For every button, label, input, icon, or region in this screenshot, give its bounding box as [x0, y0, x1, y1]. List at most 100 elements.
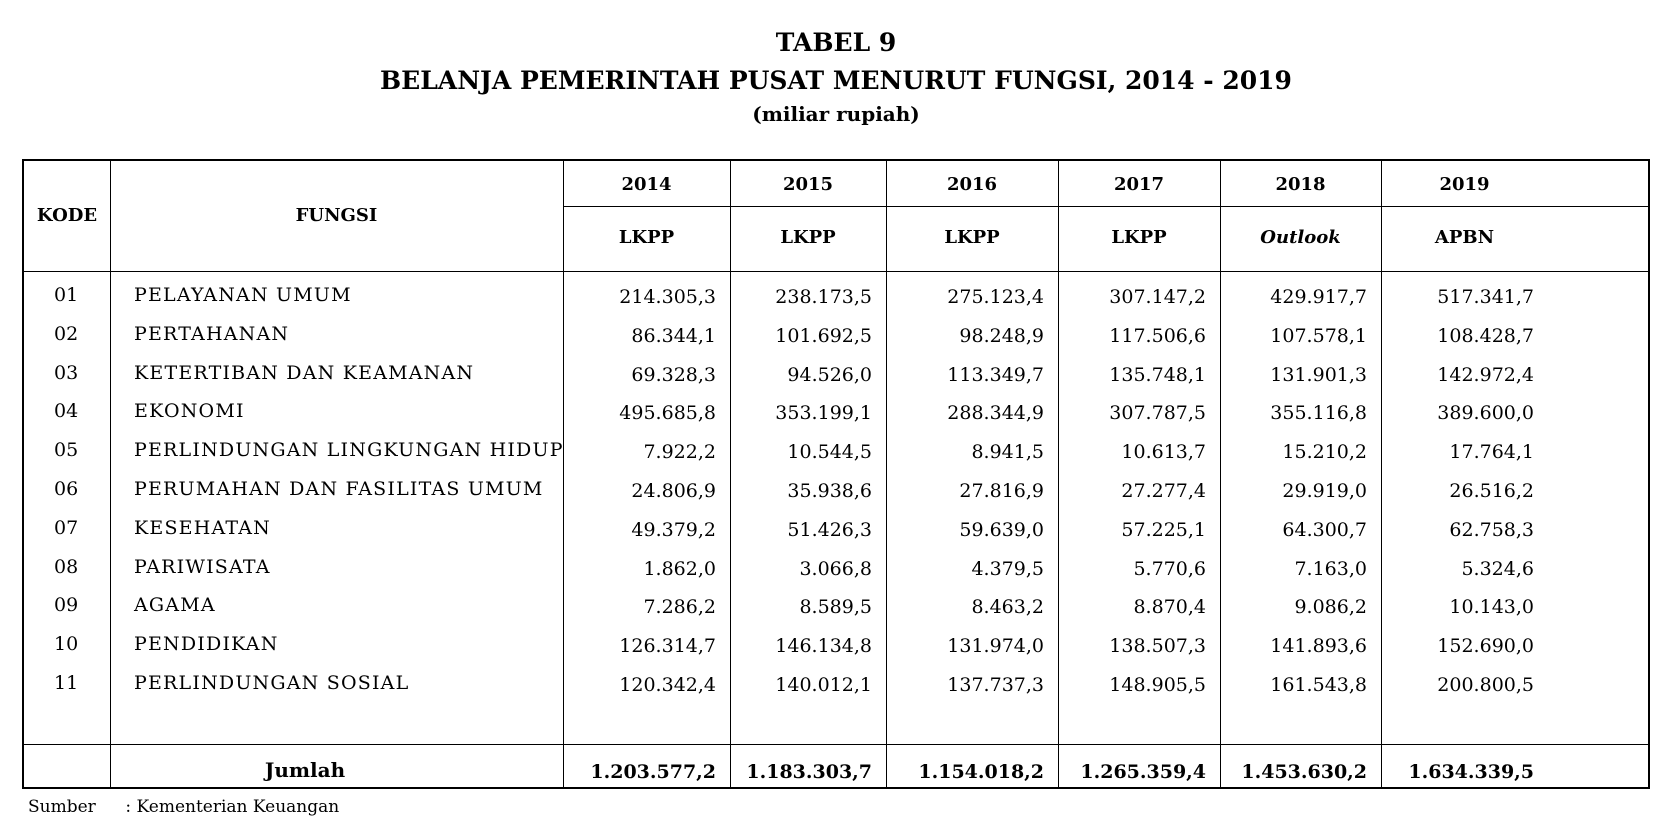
- row-fungsi: EKONOMI: [134, 400, 245, 423]
- row-value-2018: 161.543,8: [1270, 674, 1367, 696]
- row-value-2019: 26.516,2: [1449, 480, 1534, 502]
- total-2014: 1.203.577,2: [590, 761, 716, 783]
- row-value-2015: 238.173,5: [775, 286, 872, 308]
- row-fungsi: AGAMA: [134, 594, 216, 617]
- row-value-2015: 8.589,5: [799, 596, 872, 619]
- row-value-2019: 5.324,6: [1461, 557, 1534, 580]
- row-value-2016: 131.974,0: [947, 635, 1044, 658]
- row-value-2019: 389.600,0: [1437, 402, 1534, 425]
- row-value-2018: 7.163,0: [1294, 557, 1367, 580]
- header-source-2018: Outlook: [1260, 227, 1341, 248]
- row-kode: 08: [54, 555, 79, 578]
- row-value-2019: 200.800,5: [1437, 674, 1534, 696]
- row-value-2017: 5.770,6: [1133, 557, 1206, 580]
- row-value-2019: 17.764,1: [1449, 441, 1534, 464]
- row-value-2019: 517.341,7: [1437, 286, 1534, 308]
- table-number: TABEL 9: [775, 28, 897, 57]
- row-value-2015: 3.066,8: [799, 557, 872, 580]
- header-source-2019: APBN: [1434, 227, 1495, 248]
- header-year-2015: 2015: [782, 174, 834, 195]
- header-source-2015: LKPP: [780, 227, 836, 248]
- row-value-2017: 8.870,4: [1133, 596, 1206, 619]
- row-value-2014: 126.314,7: [619, 635, 716, 658]
- row-value-2017: 117.506,6: [1109, 324, 1206, 347]
- source-label: Sumber: [28, 797, 96, 817]
- divider-kode: [110, 161, 111, 787]
- row-kode: 01: [54, 284, 79, 306]
- total-2018: 1.453.630,2: [1241, 761, 1367, 783]
- header-source-2017: LKPP: [1111, 227, 1167, 248]
- row-value-2017: 148.905,5: [1109, 674, 1206, 696]
- row-value-2019: 152.690,0: [1437, 635, 1534, 658]
- row-value-2015: 35.938,6: [787, 480, 872, 502]
- divider-year-row: [563, 206, 1648, 207]
- row-value-2016: 288.344,9: [947, 402, 1044, 425]
- row-value-2016: 8.941,5: [971, 441, 1044, 464]
- row-value-2017: 307.787,5: [1109, 402, 1206, 425]
- source-note: Sumber : Kementerian Keuangan: [28, 797, 339, 817]
- row-value-2016: 275.123,4: [947, 286, 1044, 308]
- row-value-2019: 108.428,7: [1437, 324, 1534, 347]
- row-value-2015: 101.692,5: [775, 324, 872, 347]
- row-value-2015: 10.544,5: [787, 441, 872, 464]
- header-kode: KODE: [36, 205, 98, 226]
- row-value-2019: 142.972,4: [1437, 363, 1534, 386]
- total-2015: 1.183.303,7: [746, 761, 872, 783]
- row-value-2018: 64.300,7: [1282, 518, 1367, 541]
- row-value-2015: 353.199,1: [775, 402, 872, 425]
- row-value-2017: 307.147,2: [1109, 286, 1206, 308]
- row-value-2016: 8.463,2: [971, 596, 1044, 619]
- row-value-2018: 429.917,7: [1270, 286, 1367, 308]
- row-value-2017: 10.613,7: [1121, 441, 1206, 464]
- header-year-2018: 2018: [1275, 174, 1326, 195]
- divider-header: [24, 271, 1648, 272]
- row-fungsi: PERLINDUNGAN LINGKUNGAN HIDUP: [134, 439, 564, 462]
- row-value-2018: 141.893,6: [1270, 635, 1367, 658]
- row-kode: 09: [54, 594, 79, 617]
- row-fungsi: KETERTIBAN DAN KEAMANAN: [134, 361, 475, 384]
- row-value-2016: 59.639,0: [959, 518, 1044, 541]
- row-fungsi: PELAYANAN UMUM: [134, 284, 352, 306]
- total-2019: 1.634.339,5: [1408, 761, 1534, 783]
- row-kode: 07: [54, 516, 79, 539]
- header-year-2017: 2017: [1113, 174, 1165, 195]
- row-value-2016: 98.248,9: [959, 324, 1044, 347]
- row-fungsi: KESEHATAN: [134, 516, 271, 539]
- header-year-2016: 2016: [946, 174, 998, 195]
- row-fungsi: PERTAHANAN: [134, 322, 290, 345]
- row-value-2014: 7.286,2: [643, 596, 716, 619]
- data-table: KODE FUNGSI 2014 2015 2016 2017 2018 201…: [22, 159, 1650, 789]
- row-kode: 05: [54, 439, 79, 462]
- row-value-2014: 69.328,3: [631, 363, 716, 386]
- total-label: Jumlah: [264, 758, 346, 782]
- row-fungsi: PARIWISATA: [134, 555, 271, 578]
- row-value-2018: 15.210,2: [1282, 441, 1367, 464]
- total-2017: 1.265.359,4: [1080, 761, 1206, 783]
- row-value-2019: 10.143,0: [1449, 596, 1534, 619]
- row-value-2015: 140.012,1: [775, 674, 872, 696]
- row-value-2018: 131.901,3: [1270, 363, 1367, 386]
- row-fungsi: PERLINDUNGAN SOSIAL: [134, 672, 410, 694]
- row-value-2017: 138.507,3: [1109, 635, 1206, 658]
- row-kode: 02: [54, 322, 79, 345]
- row-value-2018: 355.116,8: [1270, 402, 1367, 425]
- row-fungsi: PENDIDIKAN: [134, 633, 279, 656]
- table-unit: (miliar rupiah): [752, 102, 920, 126]
- row-value-2016: 113.349,7: [947, 363, 1044, 386]
- table-title: BELANJA PEMERINTAH PUSAT MENURUT FUNGSI,…: [380, 66, 1292, 95]
- header-source-2016: LKPP: [944, 227, 1000, 248]
- row-value-2018: 29.919,0: [1282, 480, 1367, 502]
- divider-col-1: [563, 161, 564, 787]
- row-kode: 06: [54, 478, 79, 500]
- row-value-2017: 27.277,4: [1121, 480, 1206, 502]
- row-value-2015: 94.526,0: [787, 363, 872, 386]
- row-value-2018: 9.086,2: [1294, 596, 1367, 619]
- row-value-2014: 214.305,3: [619, 286, 716, 308]
- row-value-2014: 120.342,4: [619, 674, 716, 696]
- row-value-2014: 1.862,0: [643, 557, 716, 580]
- row-value-2016: 4.379,5: [971, 557, 1044, 580]
- row-value-2019: 62.758,3: [1449, 518, 1534, 541]
- row-value-2017: 135.748,1: [1109, 363, 1206, 386]
- row-value-2014: 86.344,1: [631, 324, 716, 347]
- row-value-2015: 146.134,8: [775, 635, 872, 658]
